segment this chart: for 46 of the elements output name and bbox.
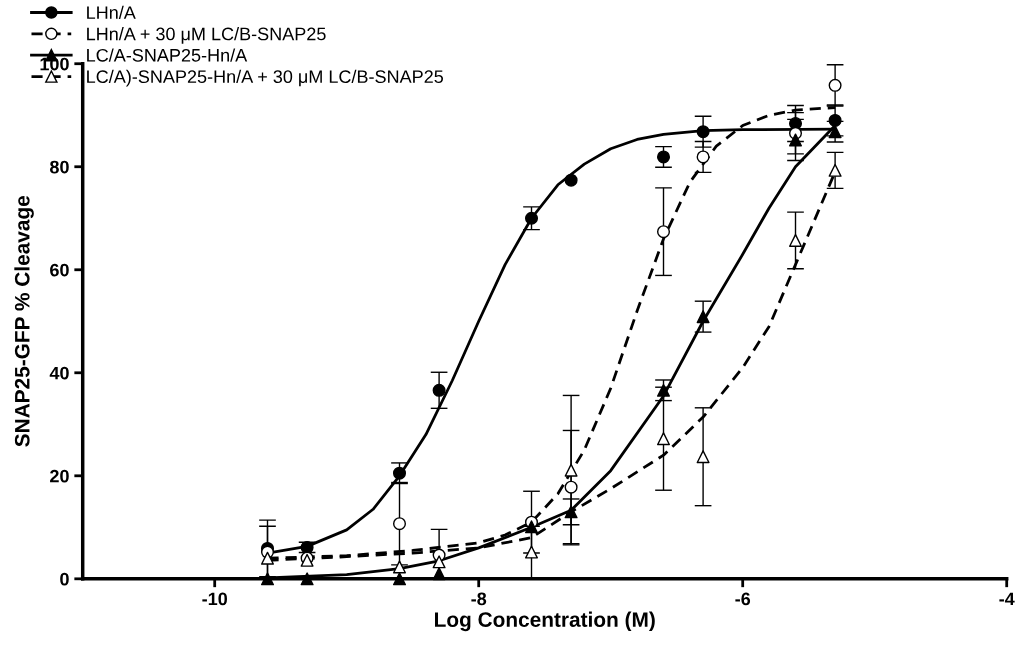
legend-label: LHn/A + 30 μM LC/B-SNAP25	[87, 27, 326, 44]
point	[564, 463, 578, 477]
point	[696, 150, 710, 164]
point	[828, 125, 842, 139]
point	[656, 383, 671, 397]
point	[392, 517, 407, 531]
point	[432, 555, 446, 569]
point	[564, 505, 578, 519]
point	[828, 113, 842, 127]
legend-label: LC/A-SNAP25-Hn/A	[87, 48, 248, 62]
y-tick-label: 20	[50, 469, 69, 483]
y-tick-label: 60	[50, 263, 69, 277]
point	[788, 233, 803, 247]
point	[260, 551, 275, 565]
legend-label: LC/A)-SNAP25-Hn/A + 30 μM LC/B-SNAP25	[87, 69, 444, 87]
x-axis-title: Log Concentration (M)	[435, 611, 655, 632]
x-tick-label: -4	[999, 592, 1015, 606]
point	[524, 545, 539, 559]
x-tick-label: -6	[735, 592, 751, 606]
y-tick-label: 80	[50, 160, 69, 174]
point	[788, 133, 803, 147]
point	[392, 560, 407, 574]
point	[524, 211, 539, 225]
point	[828, 78, 842, 92]
point	[656, 225, 671, 239]
y-axis-title: SNAP25-GFP % Cleavage	[14, 195, 34, 447]
point	[828, 163, 842, 177]
point	[260, 572, 275, 586]
y-tick-label: 40	[49, 366, 69, 380]
legend-label: LHn/A	[87, 5, 136, 20]
point	[656, 432, 671, 446]
point	[696, 310, 710, 324]
point	[432, 567, 446, 581]
point	[656, 150, 671, 164]
point	[696, 450, 710, 464]
point	[564, 480, 578, 494]
point	[392, 466, 407, 480]
x-tick-label: -8	[471, 592, 487, 606]
point	[696, 125, 710, 139]
point	[432, 383, 446, 397]
y-tick-label: 0	[60, 572, 69, 586]
point	[300, 572, 314, 586]
point	[392, 572, 407, 586]
point	[524, 520, 539, 534]
x-tick-label: -10	[202, 592, 228, 606]
point	[564, 173, 578, 187]
